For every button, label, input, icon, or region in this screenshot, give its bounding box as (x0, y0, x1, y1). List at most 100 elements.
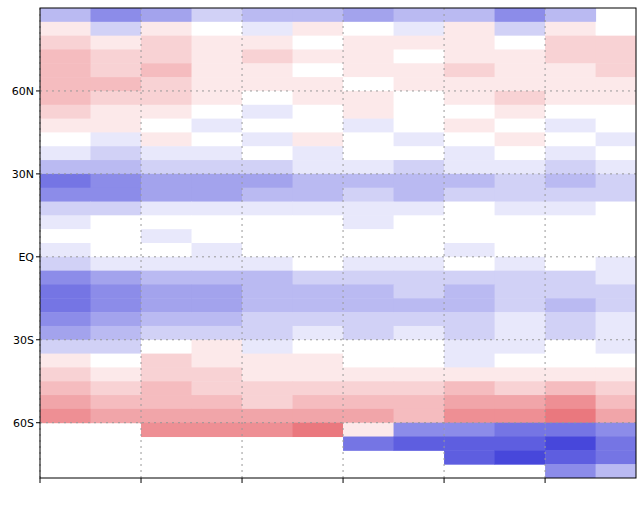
heat-cell (343, 298, 394, 312)
heat-cell (242, 160, 293, 174)
heat-cell (343, 91, 394, 105)
heat-cell (394, 22, 445, 36)
heat-cell (495, 423, 546, 437)
heat-cell (444, 354, 495, 368)
heat-cell (444, 298, 495, 312)
heat-cell (444, 215, 495, 229)
heat-cell (40, 8, 91, 22)
heat-cell (444, 49, 495, 63)
heat-cell (545, 202, 596, 216)
heat-cell (596, 367, 636, 381)
heat-cell (444, 367, 495, 381)
heat-cell (192, 63, 243, 77)
heat-cell (394, 437, 445, 451)
heat-cell (242, 326, 293, 340)
heat-cell (343, 243, 394, 257)
heat-cell (394, 188, 445, 202)
heat-cell (343, 49, 394, 63)
heat-cell (495, 49, 546, 63)
heat-cell (141, 36, 192, 50)
heat-cell (545, 63, 596, 77)
heat-cell (596, 49, 636, 63)
heat-cell (343, 77, 394, 91)
heat-cell (444, 119, 495, 133)
heat-cell (91, 395, 142, 409)
heat-cell (242, 105, 293, 119)
heat-cell (495, 409, 546, 423)
heat-cell (293, 354, 344, 368)
heat-cell (495, 437, 546, 451)
heat-cell (444, 160, 495, 174)
heat-cell (91, 49, 142, 63)
grid-line (40, 256, 636, 257)
heat-cell (495, 91, 546, 105)
heat-cell (444, 423, 495, 437)
heat-cell (394, 63, 445, 77)
heat-cell (545, 49, 596, 63)
heat-cell (141, 381, 192, 395)
heat-cell (192, 395, 243, 409)
heat-cell (141, 409, 192, 423)
heat-cell (192, 326, 243, 340)
heat-cell (91, 257, 142, 271)
heat-cell (343, 395, 394, 409)
heat-cell (596, 22, 636, 36)
heat-cell (343, 381, 394, 395)
heat-cell (293, 409, 344, 423)
heat-cell (495, 202, 546, 216)
heat-cell (495, 450, 546, 464)
heat-cell (91, 202, 142, 216)
heat-cell (394, 326, 445, 340)
heat-cell (343, 409, 394, 423)
heat-cell (596, 354, 636, 368)
heat-cell (394, 257, 445, 271)
heat-cell (495, 340, 546, 354)
heat-cell (91, 409, 142, 423)
heat-cell (242, 271, 293, 285)
heat-cell (141, 215, 192, 229)
heat-cell (596, 202, 636, 216)
heat-cell (91, 174, 142, 188)
heat-cell (444, 340, 495, 354)
heat-cell (242, 298, 293, 312)
heat-cell (242, 340, 293, 354)
heat-cell (545, 354, 596, 368)
heat-cell (141, 132, 192, 146)
heat-cell (394, 215, 445, 229)
heat-cell (394, 91, 445, 105)
heat-cell (40, 243, 91, 257)
heat-cell (343, 257, 394, 271)
heat-cell (444, 188, 495, 202)
heat-cell (596, 243, 636, 257)
heat-cell (192, 160, 243, 174)
heat-cell (242, 395, 293, 409)
heat-cell (91, 243, 142, 257)
heat-cell (394, 340, 445, 354)
x-tick (40, 478, 41, 483)
heat-cell (40, 326, 91, 340)
heat-cell (293, 63, 344, 77)
heat-cell (141, 174, 192, 188)
heat-cell (545, 298, 596, 312)
heat-cell (394, 77, 445, 91)
heat-cell (545, 132, 596, 146)
y-tick (36, 339, 40, 340)
heat-cell (495, 22, 546, 36)
y-tick (36, 173, 40, 174)
heat-cell (141, 146, 192, 160)
heat-cell (242, 409, 293, 423)
heat-cell (343, 284, 394, 298)
grid-line (343, 8, 344, 478)
heat-cell (343, 437, 394, 451)
heat-cell (495, 271, 546, 285)
heat-cell (40, 160, 91, 174)
heat-cell (495, 160, 546, 174)
heat-cell (545, 409, 596, 423)
heat-cell (495, 36, 546, 50)
heat-cell (545, 105, 596, 119)
heat-cell (192, 105, 243, 119)
heat-cell (40, 146, 91, 160)
heat-cell (293, 174, 344, 188)
heat-cell (141, 423, 192, 437)
heat-cell (343, 8, 394, 22)
